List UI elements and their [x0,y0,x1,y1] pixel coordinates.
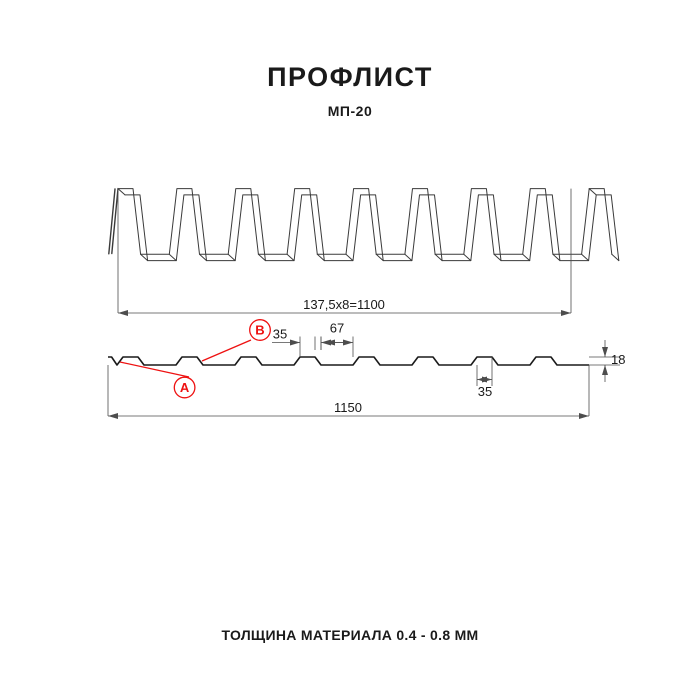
svg-text:67: 67 [330,321,344,336]
svg-text:18: 18 [611,352,625,367]
svg-text:137,5x8=1100: 137,5x8=1100 [303,297,385,312]
svg-text:A: A [180,380,190,395]
svg-text:1150: 1150 [334,400,362,415]
svg-text:B: B [255,323,264,338]
svg-text:35: 35 [478,384,492,399]
svg-text:35: 35 [273,327,287,342]
